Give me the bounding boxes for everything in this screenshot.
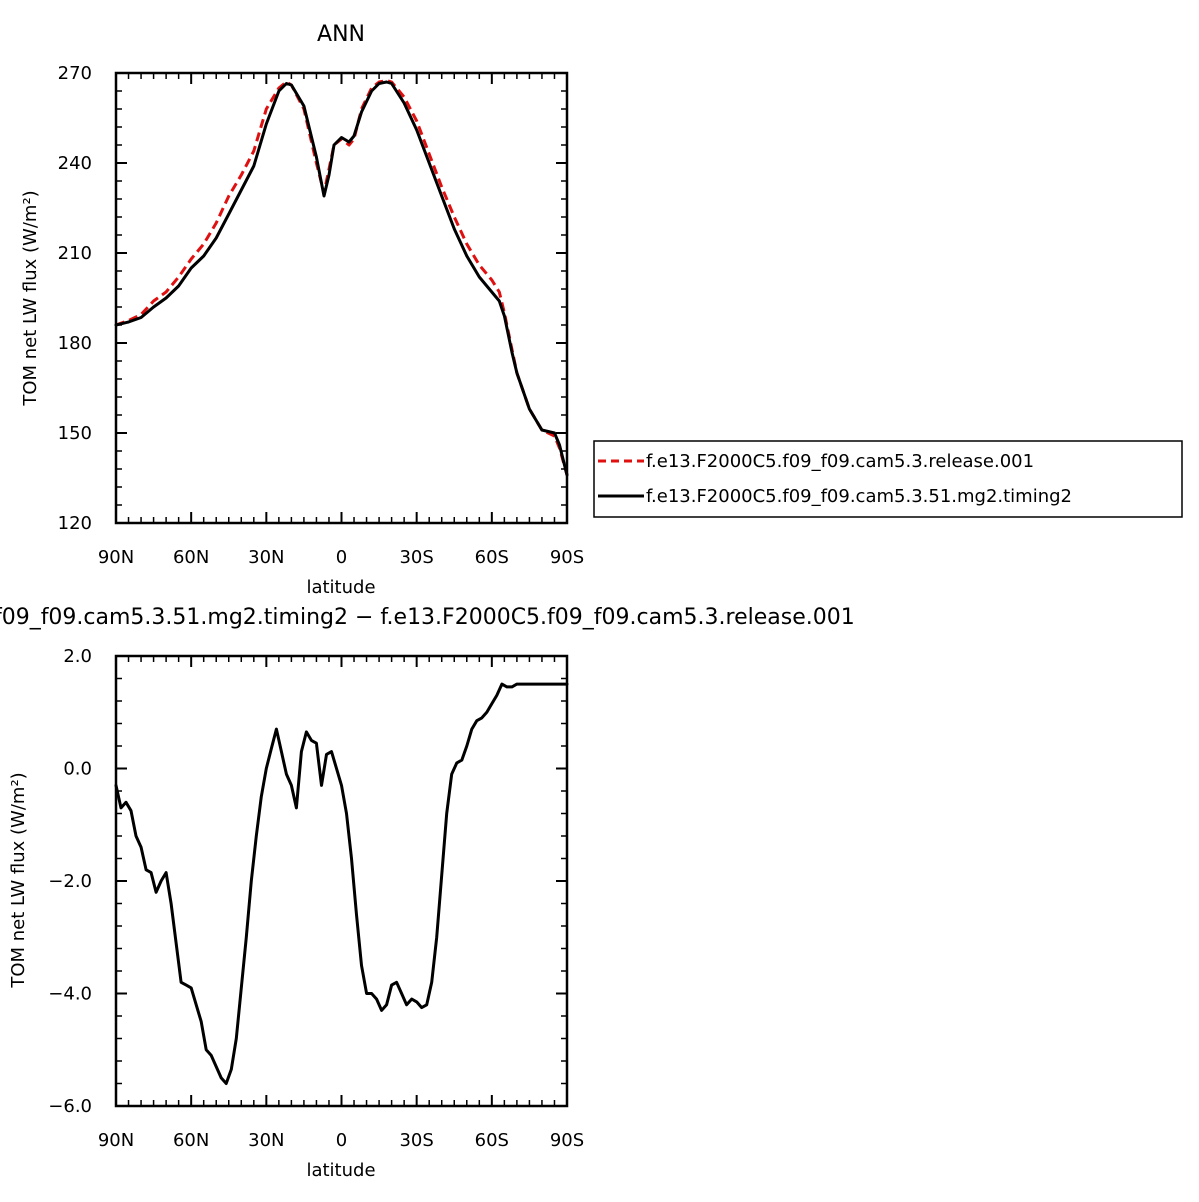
legend-label-release: f.e13.F2000C5.f09_f09.cam5.3.release.001 [646,451,1034,472]
bottom-x-tick-label: 60S [475,1130,509,1151]
bottom-series-line-difference [114,682,569,1085]
bottom-x-tick-label: 60N [173,1130,209,1151]
top-x-tick-label: 30S [399,547,433,568]
top-y-axis-label: TOM net LW flux (W/m²) [20,190,41,406]
bottom-x-tick-label: 0 [336,1130,347,1151]
bottom-x-tick-label: 90N [98,1130,134,1151]
top-y-tick-label: 150 [58,423,92,444]
top-x-tick-label: 30N [248,547,284,568]
top-x-tick-label: 90N [98,547,134,568]
top-y-tick-label: 180 [58,333,92,354]
top-y-tick-label: 240 [58,153,92,174]
top-y-tick-label: 210 [58,243,92,264]
legend: f.e13.F2000C5.f09_f09.cam5.3.release.001… [593,440,1183,518]
bottom-x-tick-label: 30N [248,1130,284,1151]
bottom-y-axis-label: TOM net LW flux (W/m²) [8,772,29,988]
top-x-tick-label: 0 [336,547,347,568]
bottom-y-tick-label: 2.0 [63,646,92,667]
top-axes: 90N 60N 30N 0 30S 60S 90S 120 150 180 210 240 270 [58,63,585,568]
top-series-line-release [115,79,569,476]
top-series-group [114,79,569,477]
top-x-tick-label: 60S [475,547,509,568]
legend-box [593,440,1183,518]
bottom-y-tick-label: −4.0 [48,984,92,1005]
bottom-series-group [114,682,569,1085]
top-y-tick-label: 120 [58,513,92,534]
top-panel: ANN 90N 60N 30N 0 30S 60S 90S 120 150 180 210 240 27… [20,22,1183,598]
bottom-plot-frame [114,654,569,1108]
top-x-tick-label: 90S [550,547,584,568]
bottom-chart-title: f.e13.F2000C5.f09_f09.cam5.3.51.mg2.timi… [0,605,855,630]
top-y-tick-label: 270 [58,63,92,84]
legend-label-timing2: f.e13.F2000C5.f09_f09.cam5.3.51.mg2.timi… [646,486,1072,507]
top-chart-title: ANN [317,22,365,47]
bottom-axes: 90N 60N 30N 0 30S 60S 90S −6.0 −4.0 −2.0 0.0 2.0 [48,646,584,1151]
bottom-y-tick-label: −2.0 [48,871,92,892]
bottom-x-tick-label: 90S [550,1130,584,1151]
top-series-line-timing2 [114,80,569,477]
bottom-y-tick-label: 0.0 [63,759,92,780]
bottom-panel: f.e13.F2000C5.f09_f09.cam5.3.51.mg2.timi… [0,605,855,1181]
bottom-x-axis-label: latitude [306,1160,375,1181]
top-x-axis-label: latitude [306,577,375,598]
bottom-y-tick-label: −6.0 [48,1096,92,1117]
bottom-x-tick-label: 30S [399,1130,433,1151]
top-x-tick-label: 60N [173,547,209,568]
